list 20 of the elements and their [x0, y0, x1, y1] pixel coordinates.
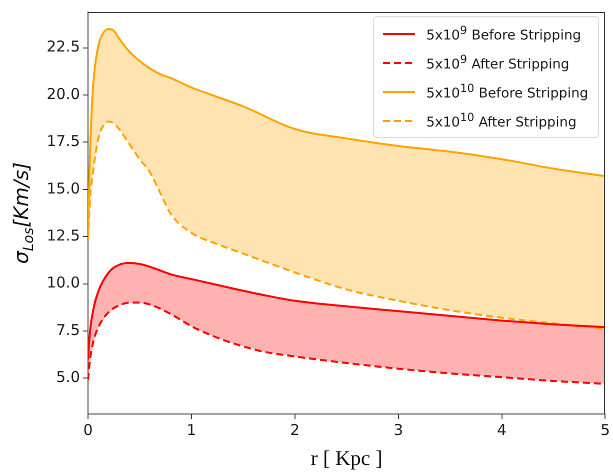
x-tick-label: 3: [394, 420, 404, 439]
x-tick-label: 5: [600, 420, 610, 439]
legend-label: 5x10$^{9}$ Before Stripping: [426, 24, 582, 44]
y-tick-label: 7.5: [56, 320, 80, 339]
y-tick-label: 15.0: [46, 179, 80, 198]
y-tick-label: 17.5: [46, 132, 80, 150]
y-tick-label: 22.5: [46, 38, 80, 56]
x-tick-label: 1: [186, 420, 196, 439]
y-tick-label: 12.5: [46, 226, 80, 244]
legend-label: 5x10$^{9}$ After Stripping: [426, 52, 570, 72]
legend-label: 5x10$^{10}$ Before Stripping: [426, 82, 588, 102]
legend-label: 5x10$^{10}$ After Stripping: [426, 110, 577, 130]
x-tick-label: 0: [83, 420, 93, 439]
x-axis-title: r [ Kpc ]: [310, 446, 382, 470]
y-tick-label: 20.0: [46, 84, 80, 103]
y-tick-label: 5.0: [56, 368, 80, 386]
y-tick-label: 10.0: [46, 274, 80, 292]
x-tick-label: 4: [497, 420, 507, 439]
x-tick-label: 2: [290, 420, 300, 439]
y-axis-title: σLos[Km/s]: [9, 162, 37, 264]
